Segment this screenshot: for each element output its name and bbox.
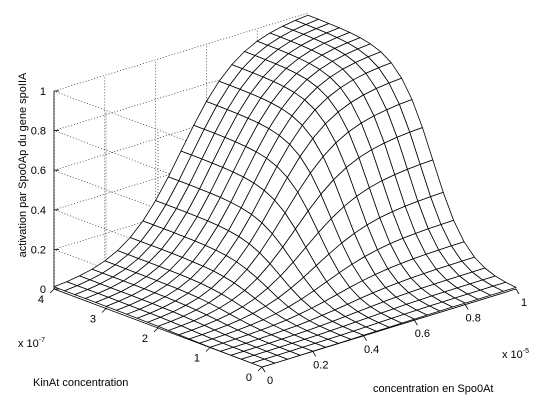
x-axis-label: concentration en Spo0At	[373, 383, 493, 395]
y-tick-label: 2	[142, 333, 148, 345]
x-tick-label: 0.6	[415, 328, 430, 340]
z-tick-label: 0.4	[31, 205, 46, 217]
x-tick-label: 0.2	[313, 359, 328, 371]
grid-line	[53, 130, 263, 209]
x-tick-mark	[464, 304, 469, 310]
z-tick-label: 0.6	[31, 165, 46, 177]
surface-mesh	[53, 14, 517, 368]
x-tick-mark	[261, 366, 266, 373]
z-tick-label: 0.8	[31, 126, 46, 138]
y-tick-mark	[101, 308, 107, 313]
x-tick-mark	[363, 335, 367, 342]
y-tick-mark	[257, 366, 263, 372]
y-tick-label: 1	[194, 353, 200, 365]
y-exponent-multiplier: x 10-7	[18, 337, 45, 350]
grid-line	[53, 52, 309, 131]
x-exponent-multiplier: x 10-5	[502, 348, 529, 361]
y-tick-label: 0	[246, 372, 252, 384]
x-tick-label: 1	[521, 297, 527, 309]
x-tick-mark	[515, 288, 520, 295]
x-tick-label: 0.4	[364, 344, 379, 356]
z-axis-label: activation par Spo0Ap du gene spoIIA	[17, 72, 29, 257]
x-tick-mark	[312, 351, 317, 357]
y-tick-label: 3	[90, 314, 96, 326]
y-tick-mark	[49, 288, 55, 294]
x-tick-mark	[414, 319, 418, 326]
y-tick-mark	[153, 327, 159, 333]
z-tick-label: 0	[40, 284, 46, 296]
x-tick-label: 0.8	[466, 313, 481, 325]
grid-line	[53, 12, 309, 92]
grid-line	[53, 90, 263, 170]
x-tick-label: 0	[267, 375, 273, 387]
z-tick-label: 1	[40, 86, 46, 98]
grid-line	[53, 91, 309, 171]
y-tick-label: 4	[38, 294, 44, 306]
z-tick-label: 0.2	[31, 244, 46, 256]
y-axis-label: KinAt concentration	[33, 377, 128, 389]
surface-cell	[53, 281, 78, 292]
y-tick-mark	[205, 347, 211, 352]
